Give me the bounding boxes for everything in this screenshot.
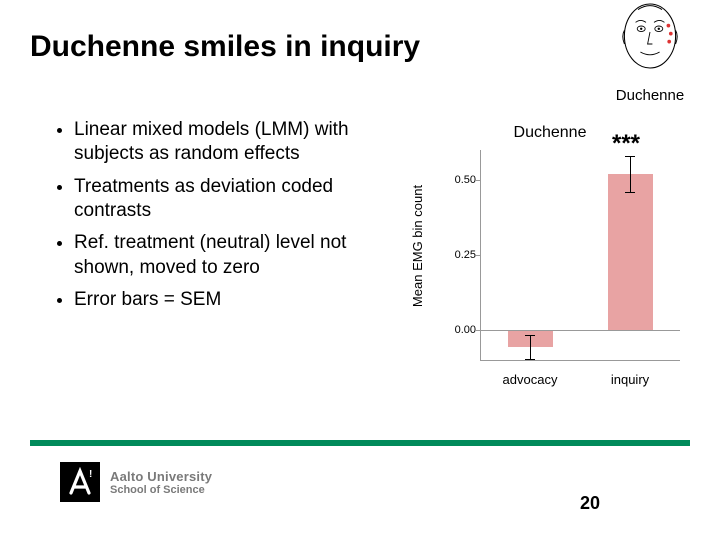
errorbar-cap (525, 335, 535, 336)
errorbar-cap (625, 156, 635, 157)
face-icon (600, 0, 700, 80)
bullet-list: Linear mixed models (LMM) with subjects … (50, 118, 370, 320)
logo-line1: Aalto University (110, 469, 212, 484)
logo-a-icon: ! (65, 467, 95, 497)
logo: ! Aalto University School of Science (60, 462, 212, 502)
svg-text:!: ! (89, 469, 92, 480)
chart-ylabel: Mean EMG bin count (410, 185, 425, 307)
page-number: 20 (580, 493, 600, 514)
chart-title: Duchenne (410, 124, 690, 142)
slide: Duchenne smiles in inquiry Duchenne Line… (0, 0, 720, 540)
chart-plot: *** (480, 150, 680, 360)
y-tick-label: 0.50 (455, 174, 476, 186)
logo-text: Aalto University School of Science (110, 469, 212, 496)
errorbar-inquiry (630, 156, 631, 192)
zero-line (480, 330, 680, 331)
face-diagram: Duchenne (600, 0, 700, 104)
bullet-item: Ref. treatment (neutral) level not shown… (74, 231, 370, 280)
x-axis (480, 360, 680, 361)
y-tick-label: 0.00 (455, 324, 476, 336)
bar-inquiry (608, 174, 653, 330)
y-axis (480, 150, 481, 360)
significance-marker: *** (612, 130, 640, 158)
logo-line2: School of Science (110, 484, 212, 496)
x-category-label: inquiry (611, 372, 649, 387)
slide-title: Duchenne smiles in inquiry (30, 30, 420, 64)
bullet-item: Error bars = SEM (74, 288, 370, 312)
errorbar-cap (625, 192, 635, 193)
divider-rule (30, 440, 690, 446)
bullet-item: Linear mixed models (LMM) with subjects … (74, 118, 370, 167)
y-tick-label: 0.25 (455, 249, 476, 261)
logo-mark: ! (60, 462, 100, 502)
errorbar-advocacy (530, 335, 531, 359)
duchenne-bar-chart: Duchenne Mean EMG bin count *** advocacy… (410, 120, 690, 400)
face-label: Duchenne (600, 87, 700, 104)
bullet-item: Treatments as deviation coded contrasts (74, 175, 370, 224)
x-category-label: advocacy (503, 372, 558, 387)
